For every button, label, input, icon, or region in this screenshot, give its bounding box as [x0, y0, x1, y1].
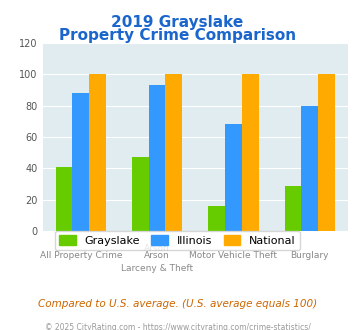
Text: 2019 Grayslake: 2019 Grayslake	[111, 15, 244, 30]
Bar	[72, 93, 89, 231]
Bar	[208, 206, 225, 231]
Text: Burglary: Burglary	[290, 251, 329, 260]
Bar	[242, 74, 258, 231]
Bar	[132, 157, 149, 231]
Text: All Property Crime: All Property Crime	[39, 251, 122, 260]
Bar	[301, 106, 318, 231]
Bar	[165, 74, 182, 231]
Legend: Grayslake, Illinois, National: Grayslake, Illinois, National	[55, 231, 300, 250]
Bar	[89, 74, 106, 231]
Bar	[285, 185, 301, 231]
Bar	[225, 124, 242, 231]
Text: © 2025 CityRating.com - https://www.cityrating.com/crime-statistics/: © 2025 CityRating.com - https://www.city…	[45, 323, 310, 330]
Text: Compared to U.S. average. (U.S. average equals 100): Compared to U.S. average. (U.S. average …	[38, 299, 317, 309]
Bar	[56, 167, 72, 231]
Text: Arson: Arson	[144, 251, 170, 260]
Bar	[149, 85, 165, 231]
Text: Arson: Arson	[144, 244, 170, 252]
Text: Motor Vehicle Theft: Motor Vehicle Theft	[190, 251, 277, 260]
Text: Property Crime Comparison: Property Crime Comparison	[59, 28, 296, 43]
Bar	[318, 74, 335, 231]
Text: Larceny & Theft: Larceny & Theft	[121, 264, 193, 273]
